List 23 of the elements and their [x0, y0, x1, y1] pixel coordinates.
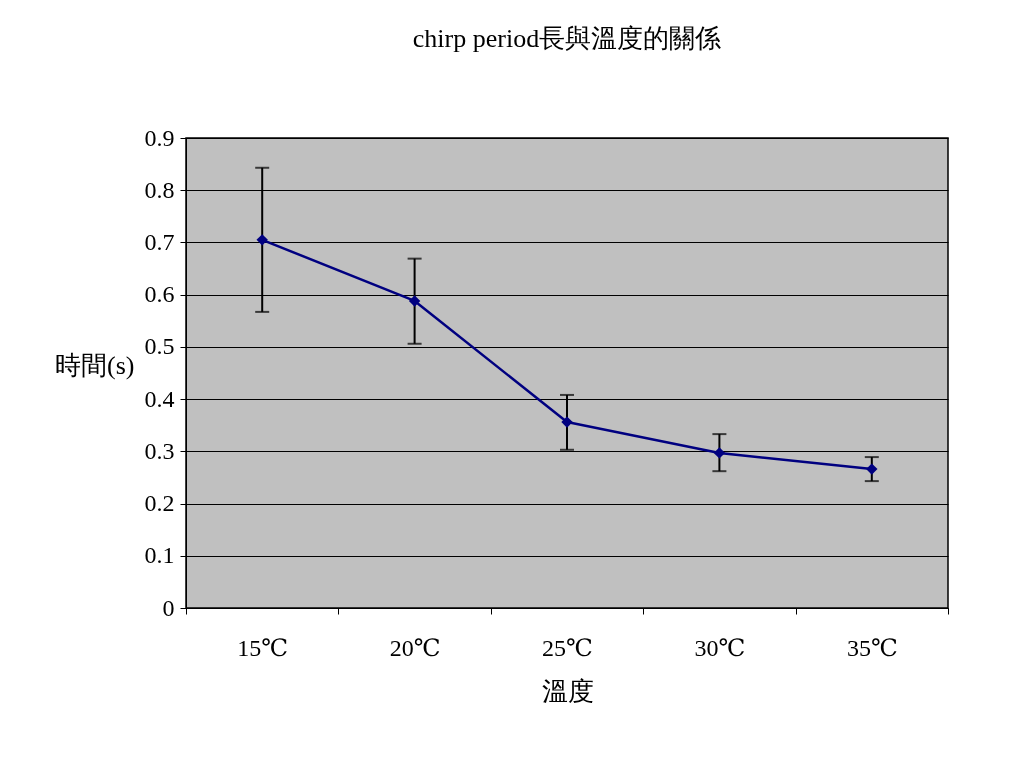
y-tick-label: 0.4 — [144, 385, 175, 412]
chart-title: chirp period長與溫度的關係 — [412, 24, 722, 53]
y-tick-label: 0.6 — [144, 281, 175, 308]
x-tick-label: 25℃ — [542, 634, 593, 661]
x-tick-label: 30℃ — [694, 634, 746, 661]
y-axis-title: 時間(s) — [55, 350, 135, 380]
point — [713, 447, 726, 459]
x-tick-label: 20℃ — [389, 634, 441, 661]
x-tick-label: 15℃ — [237, 634, 289, 661]
y-tick-label: 0.1 — [144, 542, 175, 569]
point — [256, 234, 268, 246]
y-tick-label: 0.9 — [144, 124, 175, 151]
y-tick-label: 0.7 — [144, 228, 175, 255]
y-tick-label: 0.5 — [144, 333, 175, 360]
y-tick-label: 0.3 — [144, 437, 175, 464]
x-axis-title: 溫度 — [541, 676, 594, 706]
x-tick-label: 35℃ — [846, 634, 898, 661]
point — [408, 295, 421, 307]
point — [561, 416, 573, 428]
y-tick-label: 0 — [162, 594, 175, 621]
y-tick-label: 0.8 — [144, 176, 175, 203]
y-tick-label: 0.2 — [144, 490, 175, 517]
point — [866, 463, 878, 475]
